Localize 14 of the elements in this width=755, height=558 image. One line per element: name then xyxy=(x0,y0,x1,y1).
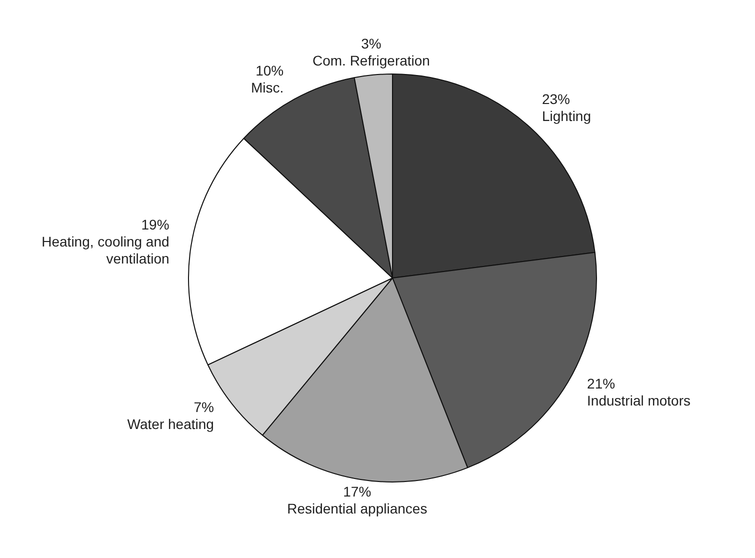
data-label: 19% xyxy=(141,216,170,233)
data-label: 7% xyxy=(194,398,214,415)
data-label: 17% xyxy=(343,484,372,500)
slice-label: Misc. xyxy=(250,79,284,96)
data-label: 10% xyxy=(256,62,284,78)
slice-label: Heating, cooling and ventilation xyxy=(42,234,170,267)
data-label: 23% xyxy=(542,90,570,107)
slice-label: Residential appliances xyxy=(287,500,428,517)
slice-label: Com. Refrigeration xyxy=(312,52,430,68)
slice-label: Lighting xyxy=(542,108,592,124)
slice-label: Industrial motors xyxy=(587,392,691,408)
data-label: 3% xyxy=(361,35,382,52)
data-label: 21% xyxy=(587,375,616,392)
slice-label: Water heating xyxy=(127,416,214,432)
